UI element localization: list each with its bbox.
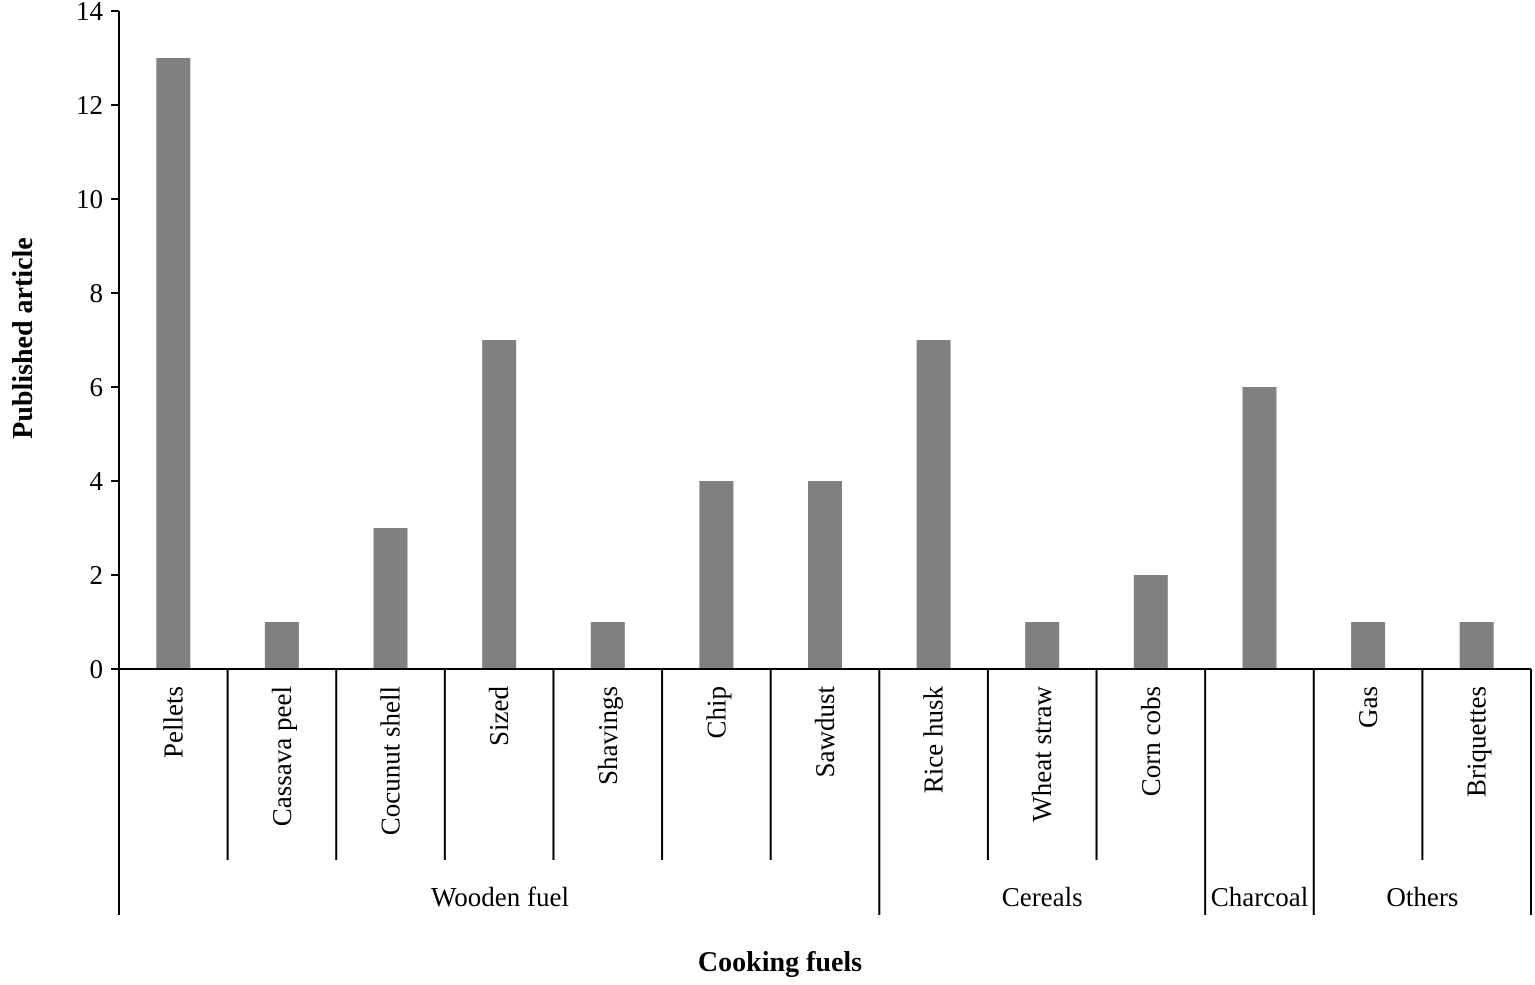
x-tick-label: Cocunut shell (376, 686, 406, 835)
y-axis-title: Published article (8, 237, 39, 438)
group-label: Others (1386, 882, 1458, 912)
bar-chip (699, 481, 734, 669)
bar-briquettes (1459, 622, 1494, 669)
bar-sawdust (808, 481, 842, 669)
x-tick-label: Shavings (593, 686, 623, 785)
group-label: Wooden fuel (431, 882, 569, 912)
x-tick-label: Sawdust (810, 686, 840, 778)
bar-cassava-peel (264, 622, 299, 669)
x-tick-label: Gas (1353, 686, 1383, 728)
x-tick-label: Briquettes (1462, 686, 1492, 797)
y-tick-label: 6 (90, 372, 104, 402)
bars-layer (156, 58, 1494, 669)
group-label: Charcoal (1211, 882, 1308, 912)
bar-cocunut-shell (373, 528, 408, 669)
y-tick-label: 12 (76, 90, 103, 120)
bar-pellets (156, 58, 191, 669)
labels-layer: 0 2 4 6 8 10 12 14 Pellets Cassava peel Cocunut sh… (76, 0, 1492, 912)
bar-wheat-straw (1025, 622, 1060, 669)
x-tick-label: Corn cobs (1136, 686, 1166, 796)
x-axis-title: Cooking fuels (698, 947, 862, 978)
y-tick-label: 0 (90, 654, 104, 684)
axes-layer (111, 10, 1532, 915)
y-tick-label: 4 (90, 466, 104, 496)
bar-charcoal (1242, 387, 1277, 669)
bar-sized (482, 340, 517, 669)
bar-gas (1351, 622, 1386, 669)
y-tick-label: 14 (76, 0, 104, 26)
x-tick-label: Cassava peel (267, 686, 297, 826)
group-label: Cereals (1002, 882, 1083, 912)
bar-corn-cobs (1133, 575, 1168, 669)
y-tick-label: 8 (90, 278, 104, 308)
x-tick-label: Sized (484, 686, 514, 746)
x-tick-label: Rice husk (919, 686, 949, 794)
bar-rice-husk (916, 340, 951, 669)
x-tick-label: Wheat straw (1027, 686, 1057, 822)
x-tick-label: Pellets (158, 686, 188, 758)
x-tick-label: Chip (701, 686, 731, 739)
y-tick-label: 2 (90, 560, 104, 590)
y-tick-label: 10 (76, 184, 103, 214)
bar-shavings (590, 622, 625, 669)
